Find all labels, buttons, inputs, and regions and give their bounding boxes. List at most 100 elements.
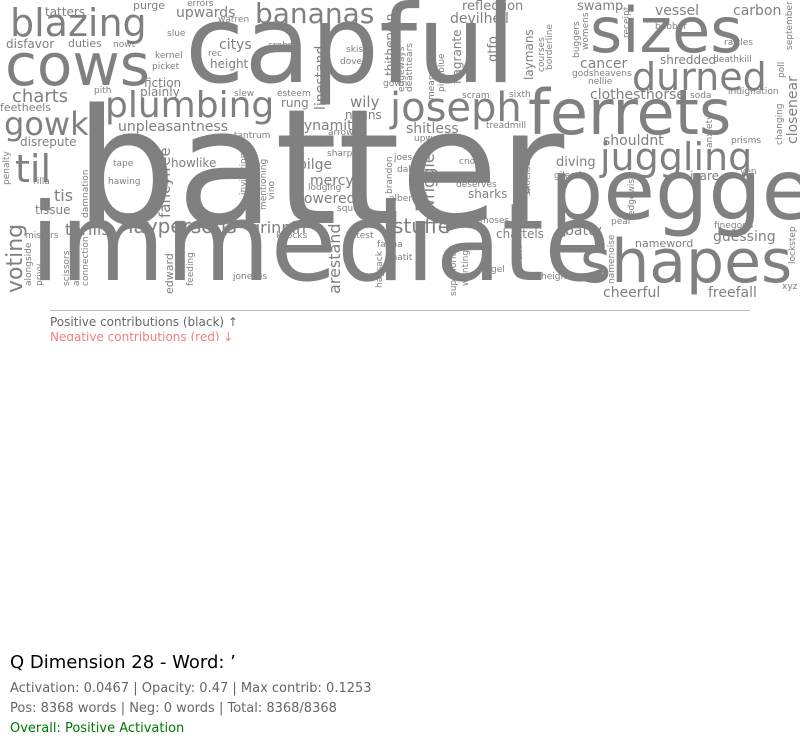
- cloud-word: alongside: [24, 242, 34, 286]
- cloud-word: edgewise: [627, 173, 637, 216]
- word-counts: Pos: 8368 words | Neg: 0 words | Total: …: [10, 701, 337, 716]
- cloud-word: vertas: [497, 35, 507, 64]
- cloud-word: nameword: [635, 237, 694, 250]
- cloud-word: disrepute: [20, 135, 77, 149]
- cloud-word: plainly: [140, 85, 180, 99]
- cloud-word: duties: [68, 37, 102, 50]
- cloud-word: unpleasantness: [118, 119, 229, 135]
- cloud-word: citys: [219, 37, 252, 53]
- cloud-word: thatit: [388, 253, 413, 263]
- cloud-word: wily: [350, 93, 380, 111]
- cloud-word: gown: [383, 79, 408, 89]
- cloud-word: freefall: [708, 285, 757, 301]
- cloud-word: pegged: [550, 141, 800, 239]
- cloud-word: gel: [491, 265, 505, 275]
- cloud-word: arrows: [328, 128, 359, 138]
- cloud-word: cows: [5, 31, 151, 99]
- cloud-word: grinnin: [250, 218, 307, 237]
- cloud-word: gowk: [4, 105, 89, 143]
- cloud-word: fauna: [377, 240, 403, 250]
- cloud-word: cnote: [459, 157, 485, 167]
- cloud-word: errors: [187, 0, 214, 9]
- cloud-word: xyz: [782, 282, 798, 292]
- cloud-word: thrills: [65, 220, 110, 239]
- cloud-word: kernel: [155, 51, 183, 61]
- cloud-word: penalty: [2, 151, 12, 185]
- cloud-word: charts: [12, 86, 69, 107]
- legend-positive: Positive contributions (black) ↑: [50, 315, 238, 329]
- cloud-word: bananas: [255, 0, 375, 30]
- cloud-word: meanwhile: [427, 50, 437, 100]
- activation-stats: Activation: 0.0467 | Opacity: 0.47 | Max…: [10, 681, 372, 696]
- cloud-word: albert: [389, 194, 416, 204]
- cloud-word: feeding: [186, 252, 196, 286]
- cloud-word: rung: [281, 96, 309, 110]
- cloud-word: shoelaces: [523, 151, 533, 196]
- cloud-word: changing: [775, 103, 785, 145]
- cloud-word: clothesthorse: [590, 87, 686, 103]
- cloud-word: plumbing: [105, 85, 275, 126]
- cloud-word: guessing: [713, 229, 776, 245]
- cloud-word: joes: [394, 153, 413, 163]
- cloud-word: hawing: [108, 177, 141, 187]
- cloud-word: sixth: [509, 90, 531, 100]
- cloud-word: indignation: [728, 87, 779, 97]
- cloud-word: capful: [185, 0, 516, 108]
- cloud-word: deserves: [456, 180, 497, 190]
- cloud-word: courses: [537, 37, 547, 72]
- cloud-word: rec: [208, 49, 222, 59]
- cloud-word: superiority: [449, 247, 459, 296]
- cloud-word: treadmill: [486, 121, 527, 131]
- cloud-word: shouldnt: [603, 133, 664, 149]
- cloud-word: haysack: [375, 251, 385, 288]
- cloud-word: devilhell: [450, 11, 509, 27]
- cloud-word: durned: [632, 55, 767, 99]
- cloud-word: connection: [81, 236, 91, 286]
- cloud-word: invitation: [239, 152, 249, 195]
- cloud-word: height: [210, 57, 249, 71]
- cloud-word: dynamite: [295, 118, 362, 134]
- cloud-word: upward: [414, 134, 448, 144]
- cloud-word: shitless: [406, 121, 459, 137]
- cloud-word: misters: [25, 231, 59, 241]
- cloud-word: september: [785, 1, 795, 50]
- cloud-word: rattles: [724, 38, 753, 48]
- cloud-word: stuffe: [393, 214, 451, 238]
- cloud-word: isare: [690, 169, 719, 183]
- cloud-word: dale: [397, 165, 417, 175]
- cloud-word: batter: [75, 74, 565, 261]
- cloud-word: privy: [35, 263, 45, 286]
- cloud-word: gilead: [554, 171, 582, 181]
- cloud-word: poll: [777, 61, 787, 78]
- cloud-word: cancer: [580, 56, 628, 72]
- cloud-word: cheerful: [603, 285, 661, 301]
- cloud-word: sharks: [468, 187, 508, 201]
- cloud-word: upwards: [176, 5, 236, 21]
- cloud-word: tantrum: [234, 131, 271, 141]
- cloud-word: crabs: [268, 41, 293, 51]
- cloud-word: joneses: [233, 272, 268, 282]
- cloud-word: feetheels: [0, 101, 52, 114]
- cloud-word: slue: [167, 29, 186, 39]
- cloud-word: godsheavens: [572, 69, 632, 79]
- cloud-word: picket: [152, 62, 180, 72]
- cloud-word: prisms: [731, 136, 762, 146]
- cloud-word: lowered: [300, 191, 356, 207]
- cloud-word: wanting: [461, 249, 471, 286]
- cloud-word: juggling: [600, 135, 753, 179]
- cloud-word: sharped: [327, 149, 364, 159]
- cloud-word: sizes: [590, 0, 743, 67]
- cloud-word: laypersons: [128, 214, 237, 238]
- cloud-word: outin: [511, 245, 525, 276]
- cloud-word: nowt: [113, 40, 136, 50]
- cloud-word: doves: [340, 57, 367, 67]
- cloud-word: namenoise: [607, 234, 617, 284]
- cloud-word: reflection: [462, 0, 524, 14]
- cloud-word: yen: [740, 167, 757, 177]
- cloud-word: disfavor: [6, 37, 55, 51]
- cloud-word: swamp: [577, 0, 624, 14]
- cloud-word: lodging: [308, 183, 342, 193]
- cloud-word: linestand: [313, 45, 329, 110]
- legend-negative: Negative contributions (red) ↓: [50, 330, 234, 341]
